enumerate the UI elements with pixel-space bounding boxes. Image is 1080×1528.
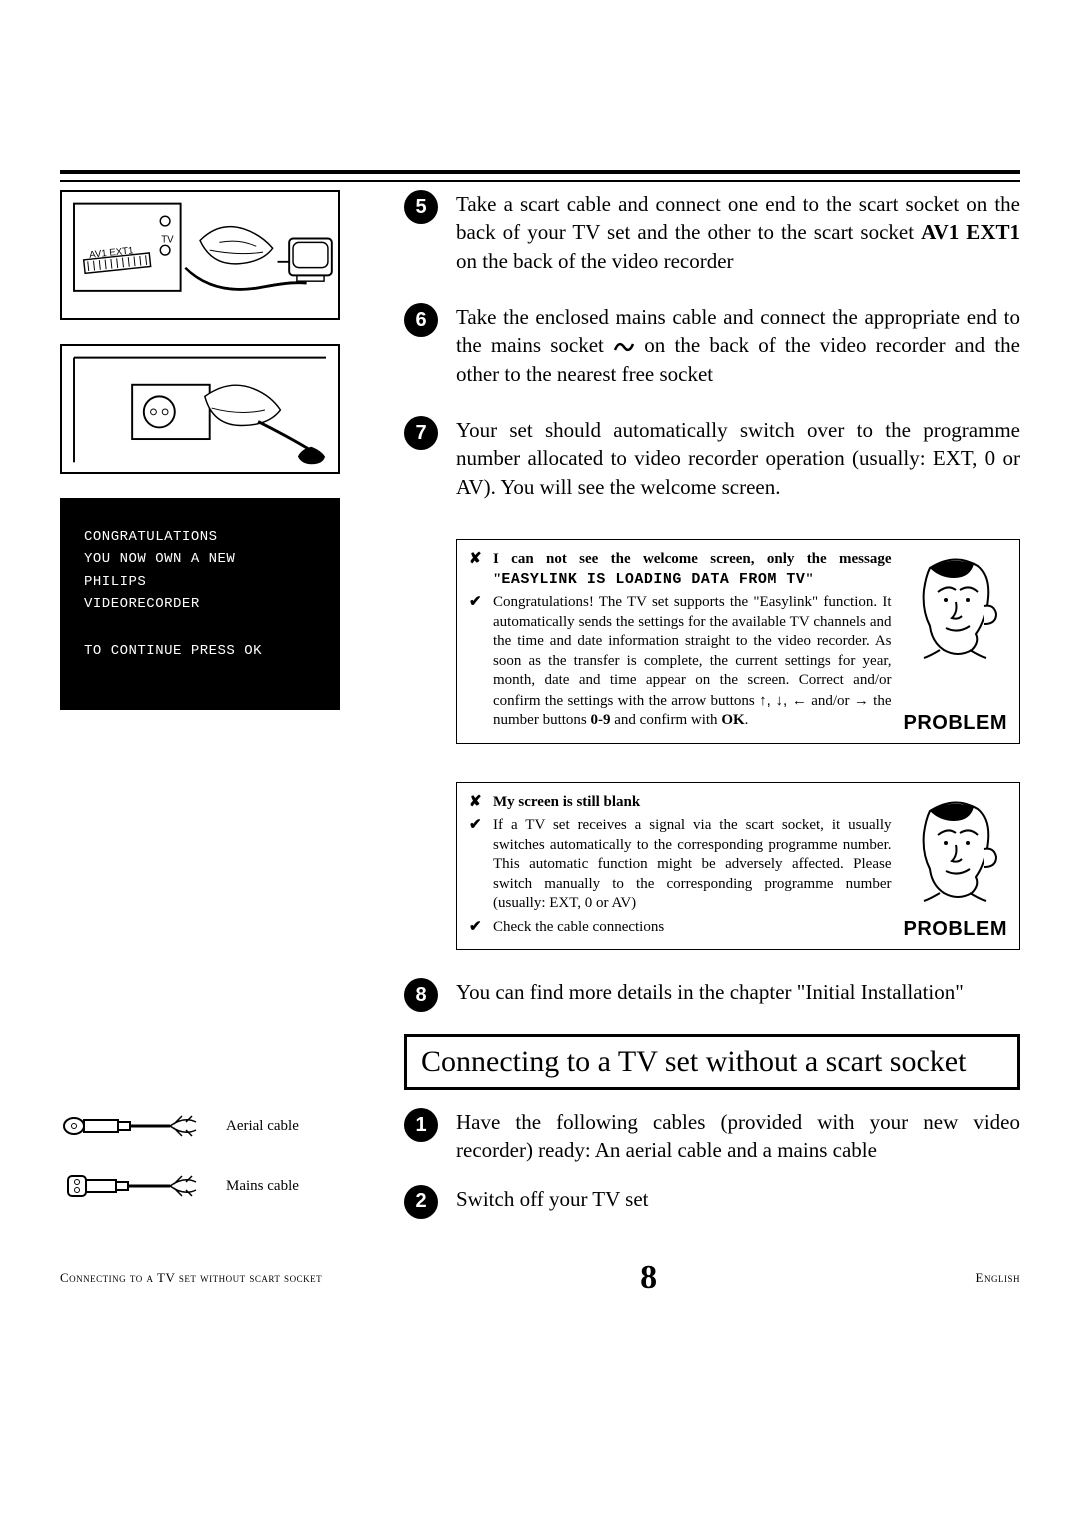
mains-cable-icon	[60, 1168, 210, 1204]
aerial-cable-label: Aerial cable	[226, 1118, 299, 1135]
cable-illustrations: Aerial cable Mains cable	[60, 1108, 380, 1219]
mains-cable-label: Mains cable	[226, 1178, 299, 1195]
check-mark-icon: ✔	[469, 593, 485, 731]
step-8: 8 You can find more details in the chapt…	[404, 978, 1020, 1012]
x-mark-icon: ✘	[469, 793, 485, 813]
page-footer: Connecting to a TV set without scart soc…	[60, 1259, 1020, 1297]
problem-face-icon	[910, 793, 1000, 903]
step-2: 2 Switch off your TV set	[404, 1185, 1020, 1219]
step-number-icon: 6	[404, 303, 438, 337]
step-text: Your set should automatically switch ove…	[456, 416, 1020, 501]
problem-box-blank-screen: ✘ My screen is still blank ✔ If a TV set…	[456, 782, 1020, 951]
left-column: AV1 EXT1 TV	[60, 190, 380, 1012]
step-text: Take the enclosed mains cable and connec…	[456, 303, 1020, 388]
problem-label: PROBLEM	[904, 918, 1008, 941]
step-7: 7 Your set should automatically switch o…	[404, 416, 1020, 501]
tv-line: VIDEORECORDER	[84, 593, 316, 615]
aerial-cable-icon	[60, 1108, 210, 1144]
check-mark-icon: ✔	[469, 816, 485, 914]
step-text: Take a scart cable and connect one end t…	[456, 190, 1020, 275]
footer-right: English	[976, 1270, 1020, 1286]
tv-line: PHILIPS	[84, 571, 316, 593]
step-text: You can find more details in the chapter…	[456, 978, 1020, 1006]
step-5: 5 Take a scart cable and connect one end…	[404, 190, 1020, 275]
step-number-icon: 7	[404, 416, 438, 450]
step-number-icon: 5	[404, 190, 438, 224]
right-column: 5 Take a scart cable and connect one end…	[404, 190, 1020, 1012]
check-mark-icon: ✔	[469, 918, 485, 938]
x-mark-icon: ✘	[469, 550, 485, 589]
problem-box-easylink: ✘ I can not see the welcome screen, only…	[456, 539, 1020, 744]
step-text: Have the following cables (provided with…	[456, 1108, 1020, 1165]
problem-face-icon	[910, 550, 1000, 660]
mains-symbol-icon	[613, 333, 635, 347]
step-number-icon: 8	[404, 978, 438, 1012]
illustration-mains-connection	[60, 344, 340, 474]
tv-line: TO CONTINUE PRESS OK	[84, 640, 316, 662]
welcome-screen-mock: CONGRATULATIONS YOU NOW OWN A NEW PHILIP…	[60, 498, 340, 710]
step-text: Switch off your TV set	[456, 1185, 1020, 1213]
step-number-icon: 2	[404, 1185, 438, 1219]
step-number-icon: 1	[404, 1108, 438, 1142]
problem-label: PROBLEM	[904, 712, 1008, 735]
svg-text:TV: TV	[161, 234, 174, 245]
step-6: 6 Take the enclosed mains cable and conn…	[404, 303, 1020, 388]
illustration-scart-connection: AV1 EXT1 TV	[60, 190, 340, 320]
top-rule	[60, 170, 1020, 182]
tv-line: CONGRATULATIONS	[84, 526, 316, 548]
footer-left: Connecting to a TV set without scart soc…	[60, 1270, 322, 1286]
tv-line: YOU NOW OWN A NEW	[84, 548, 316, 570]
page-number: 8	[640, 1259, 658, 1297]
step-1: 1 Have the following cables (provided wi…	[404, 1108, 1020, 1165]
section-heading: Connecting to a TV set without a scart s…	[404, 1034, 1020, 1090]
